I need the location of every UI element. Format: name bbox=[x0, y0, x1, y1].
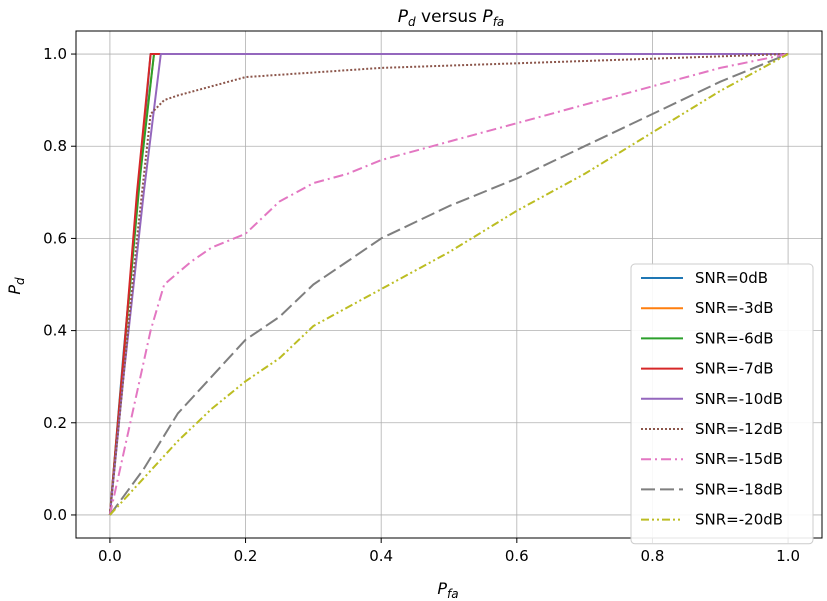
title-second-sub: fa bbox=[493, 15, 505, 29]
chart-title: Pd versus Pfa bbox=[398, 7, 505, 29]
x-tick-label: 0.6 bbox=[505, 547, 529, 565]
legend-label-4: SNR=-10dB bbox=[695, 390, 783, 408]
y-tick-label: 0.8 bbox=[43, 137, 67, 155]
title-main-sub: d bbox=[408, 15, 416, 29]
legend-label-1: SNR=-3dB bbox=[695, 299, 774, 317]
x-tick-label: 0.8 bbox=[641, 547, 665, 565]
series-line-7 bbox=[109, 53, 789, 516]
legend-label-7: SNR=-18dB bbox=[695, 480, 783, 498]
y-label-var: P bbox=[5, 285, 24, 295]
legend-label-5: SNR=-12dB bbox=[695, 420, 783, 438]
y-tick-label: 1.0 bbox=[43, 45, 67, 63]
legend-label-3: SNR=-7dB bbox=[695, 360, 774, 378]
y-tick-label: 0.6 bbox=[43, 229, 67, 247]
series-line-5 bbox=[108, 53, 789, 516]
series-line-6 bbox=[108, 53, 789, 516]
legend-label-0: SNR=0dB bbox=[695, 269, 768, 287]
legend-label-6: SNR=-15dB bbox=[695, 450, 783, 468]
x-label-var: P bbox=[437, 579, 447, 598]
legend: SNR=0dB SNR=-3dB SNR=-6dB SNR=-7dB SNR=-10dB… bbox=[630, 263, 814, 545]
x-tick-label: 0.0 bbox=[98, 547, 122, 565]
x-axis: 0.0 0.2 0.4 0.6 0.8 1.0 bbox=[98, 538, 800, 565]
x-tick-label: 0.2 bbox=[234, 547, 258, 565]
y-tick-label: 0.0 bbox=[43, 506, 67, 524]
series-line-8 bbox=[109, 53, 789, 516]
legend-label-2: SNR=-6dB bbox=[695, 329, 774, 347]
y-tick-label: 0.2 bbox=[43, 414, 67, 432]
title-mid: versus bbox=[416, 7, 483, 27]
y-tick-label: 0.4 bbox=[43, 322, 67, 340]
series-layer bbox=[108, 53, 789, 516]
x-tick-label: 0.4 bbox=[369, 547, 393, 565]
y-label-sub: d bbox=[13, 277, 27, 285]
legend-box bbox=[630, 263, 814, 545]
y-axis: 0.0 0.2 0.4 0.6 0.8 1.0 bbox=[43, 45, 76, 524]
title-main-var: P bbox=[398, 7, 409, 27]
x-axis-label: Pfa bbox=[437, 579, 458, 601]
plot-frame bbox=[75, 30, 823, 539]
title-second-var: P bbox=[482, 7, 493, 27]
x-tick-label: 1.0 bbox=[776, 547, 800, 565]
legend-label-8: SNR=-20dB bbox=[695, 511, 783, 529]
y-axis-label: Pd bbox=[5, 277, 27, 295]
x-label-sub: fa bbox=[447, 587, 459, 601]
